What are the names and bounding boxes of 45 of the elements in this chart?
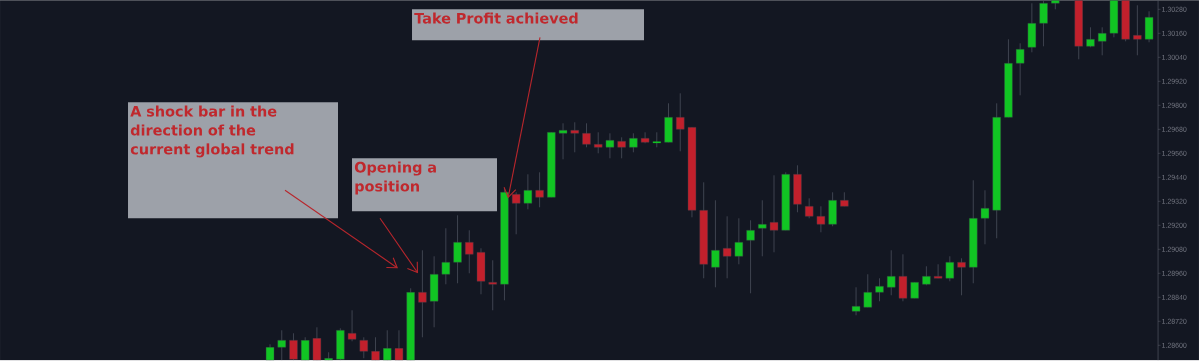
candlestick [617,137,626,159]
candlestick [640,132,650,144]
candlestick [488,260,497,311]
candlestick [676,93,685,152]
candlestick [980,190,990,245]
candlestick [347,310,357,342]
candlestick [1027,3,1037,53]
candlestick [758,200,767,257]
candlestick [851,287,861,316]
candlestick [887,250,896,296]
candlestick [558,123,568,160]
candlestick [1015,43,1025,96]
candlestick [734,218,744,265]
candlestick [582,123,591,148]
candlestick [933,264,943,279]
candlestick [898,254,908,302]
candlestick [1133,5,1142,56]
candlestick [769,175,779,253]
candlestick [570,122,579,153]
candlestick [722,216,732,279]
candlestick [746,220,755,294]
candlestick [828,192,837,227]
candlestick [1144,11,1154,43]
candlestick [957,258,966,296]
annotation: Opening a position [354,161,436,195]
annotation: Take Profit achieved [414,12,578,24]
candlestick [605,133,615,159]
candlestick [875,278,884,302]
candlestick [441,228,451,285]
candlestick [804,198,814,219]
candlestick [418,250,427,338]
candlestick [1098,27,1107,56]
candlestick [945,256,955,282]
candlestick [523,174,533,210]
candlestick [816,206,826,233]
candlestick [863,274,872,308]
candlestick [359,337,368,359]
candlestick [535,172,544,208]
candlestick [465,230,474,274]
candlestick [594,132,603,154]
annotation: A shock bar in the direction of the current global trend [130,105,294,158]
candlestick [453,215,462,284]
candlestick [383,330,392,361]
candlestick [629,133,638,153]
candlestick [711,200,720,288]
